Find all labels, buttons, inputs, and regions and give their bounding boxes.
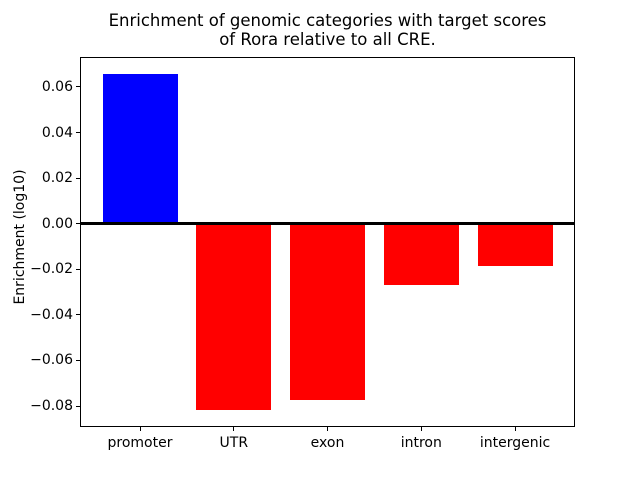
bar-UTR xyxy=(196,223,272,411)
y-tick-label: 0.06 xyxy=(41,78,73,95)
y-tick-mark xyxy=(76,359,80,361)
bar-intergenic xyxy=(477,223,553,267)
y-tick-label: −0.04 xyxy=(30,306,73,323)
bar-exon xyxy=(290,223,365,400)
y-tick-mark xyxy=(76,405,80,407)
x-tick-label-exon: exon xyxy=(310,435,345,451)
y-tick-label: 0.00 xyxy=(41,215,73,232)
x-tick-mark xyxy=(420,427,422,431)
x-tick-label-promoter: promoter xyxy=(107,435,173,451)
x-tick-mark xyxy=(514,427,516,431)
y-tick-label: −0.02 xyxy=(30,261,73,278)
y-tick-label: −0.06 xyxy=(30,352,73,369)
y-tick-mark xyxy=(76,132,80,133)
chart-title: Enrichment of genomic categories with ta… xyxy=(108,11,547,49)
y-tick-label: 0.02 xyxy=(41,170,73,187)
y-tick-mark xyxy=(76,177,80,179)
x-tick-label-UTR: UTR xyxy=(219,435,249,451)
plot-border xyxy=(80,57,575,427)
y-tick-mark xyxy=(76,86,80,88)
y-tick-label: −0.08 xyxy=(30,398,73,414)
bar-promoter xyxy=(102,73,178,224)
zero-line xyxy=(80,222,575,225)
x-tick-mark xyxy=(139,427,141,431)
bar-intron xyxy=(383,223,459,285)
x-tick-label-intergenic: intergenic xyxy=(479,435,551,451)
x-tick-mark xyxy=(327,427,328,431)
y-axis-label: Enrichment (log10) xyxy=(12,169,28,305)
y-tick-mark xyxy=(76,223,80,225)
y-tick-mark xyxy=(76,268,80,270)
x-tick-mark xyxy=(233,427,235,431)
x-tick-label-intron: intron xyxy=(400,435,442,451)
y-tick-label: 0.04 xyxy=(41,124,73,141)
y-tick-mark xyxy=(76,314,80,316)
